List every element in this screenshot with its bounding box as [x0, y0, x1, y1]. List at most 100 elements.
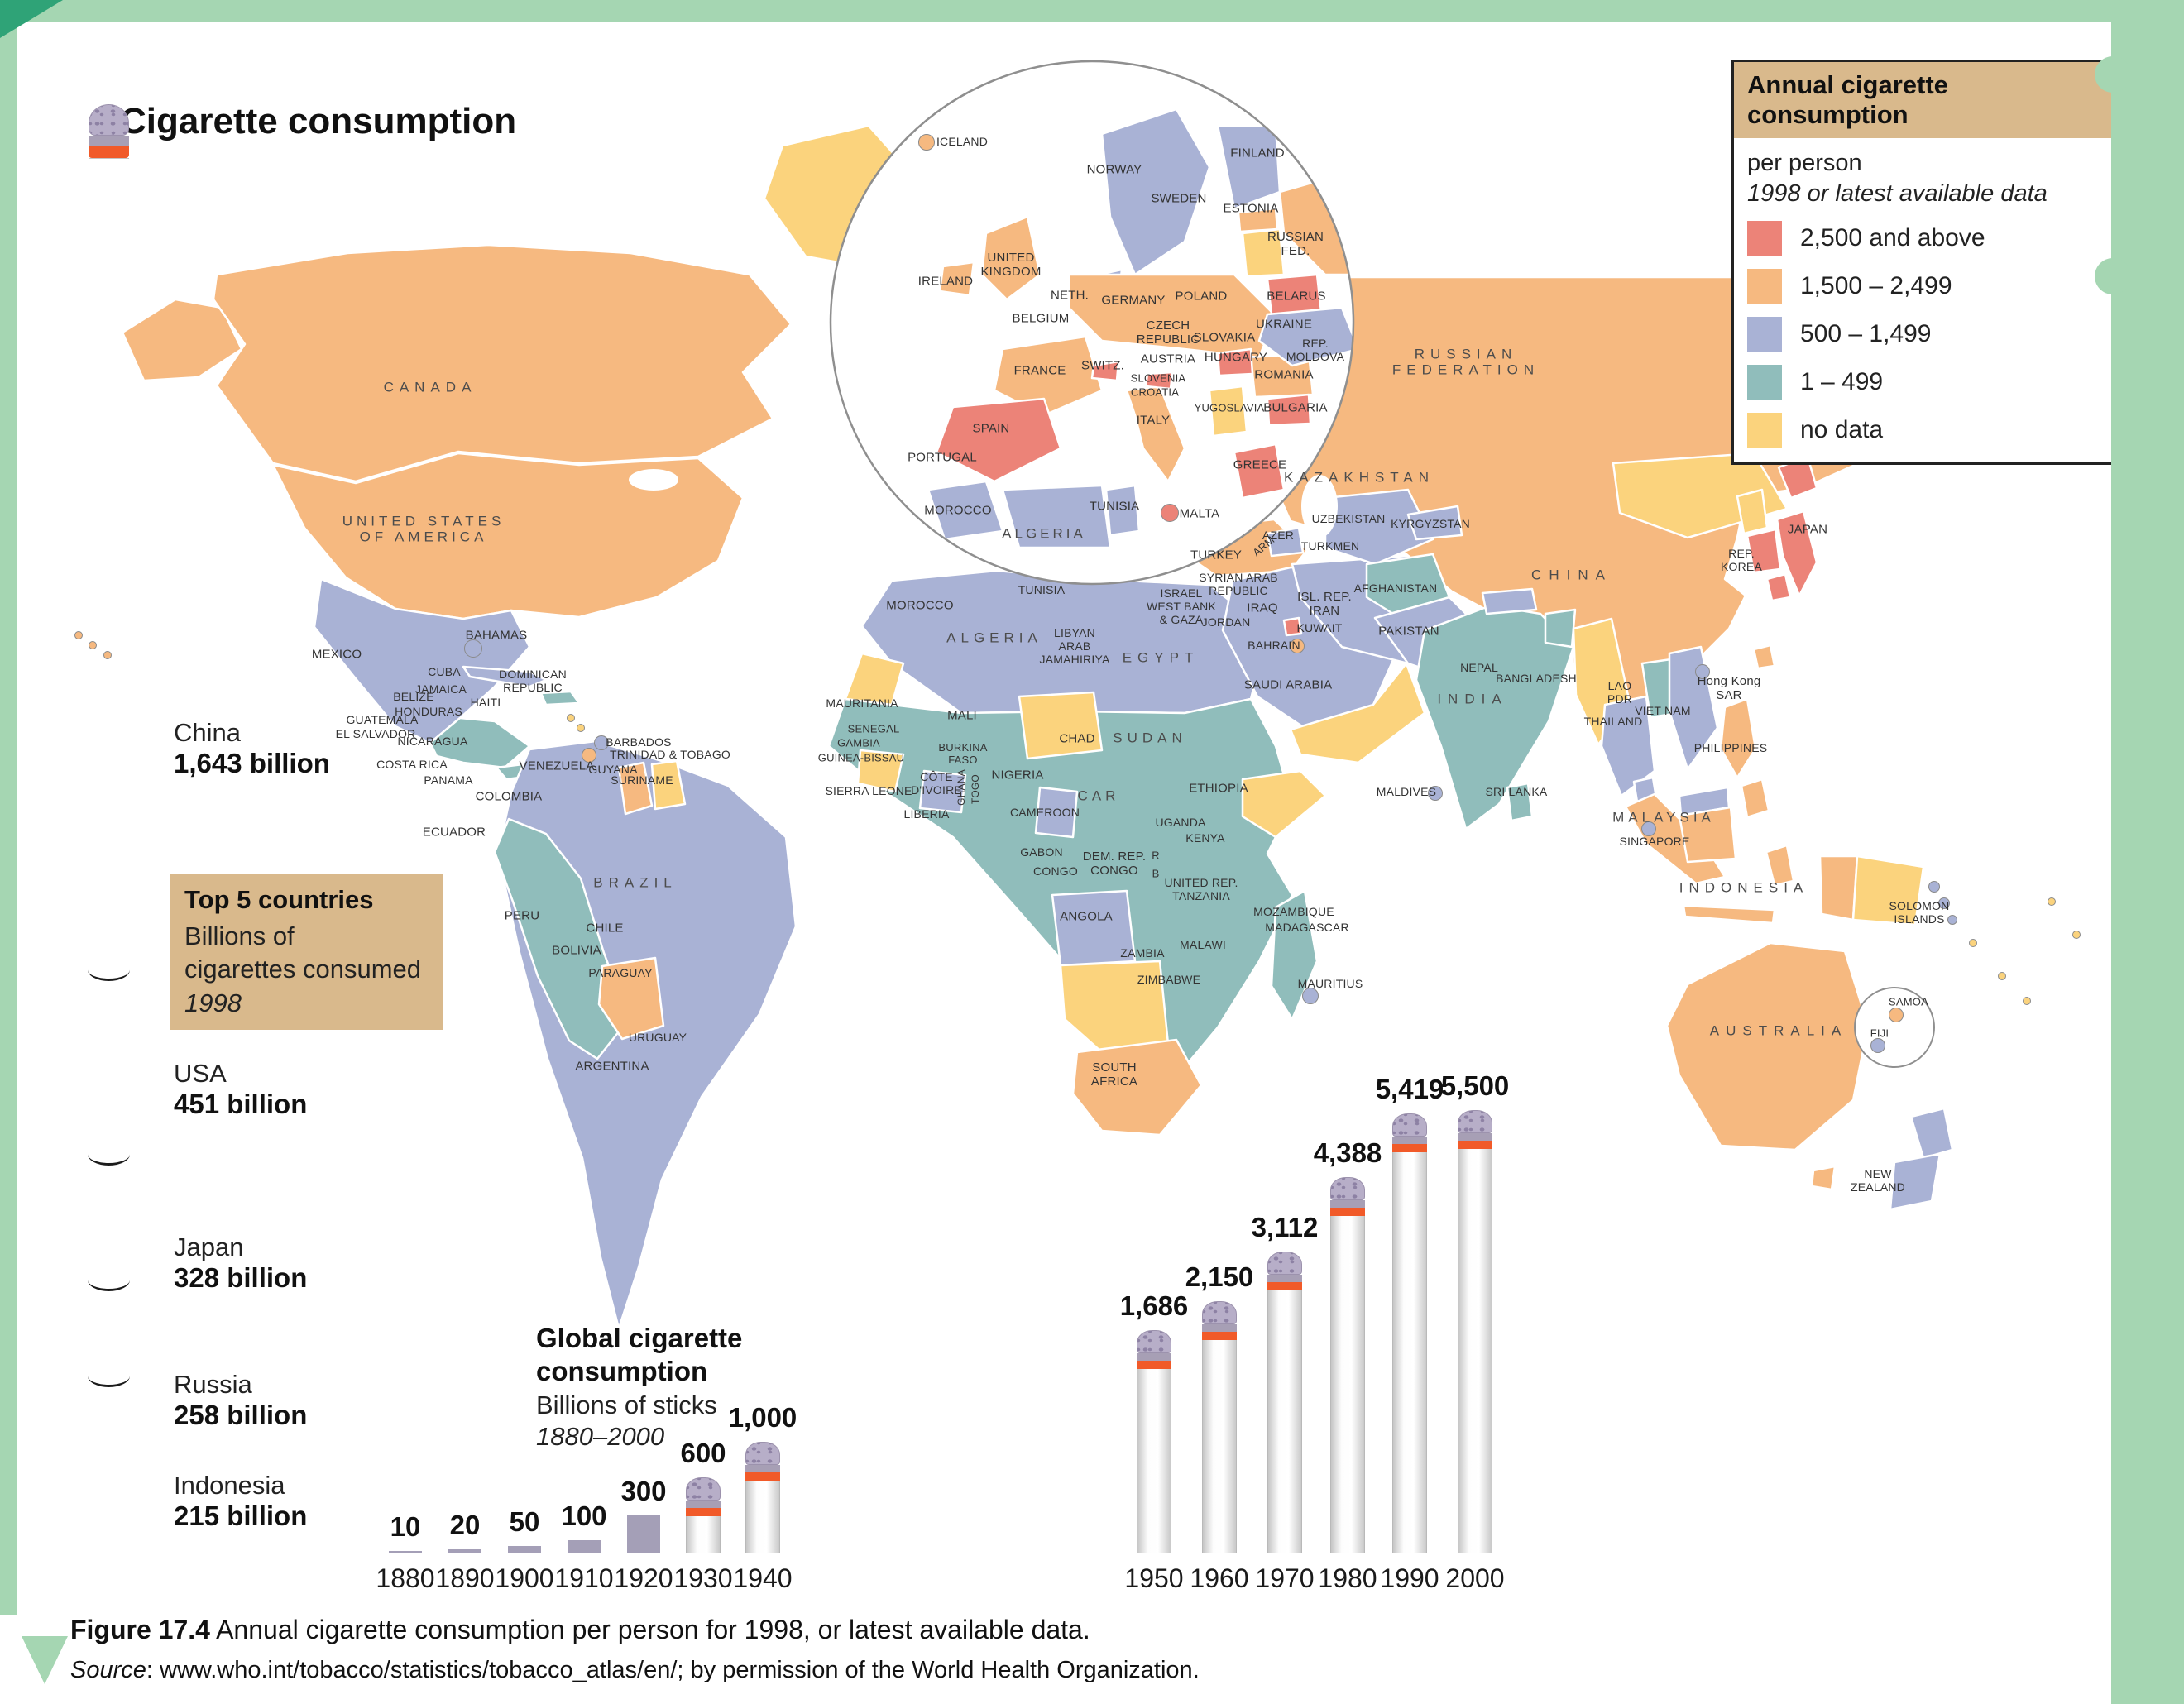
bar-year-label: 1960	[1190, 1563, 1249, 1593]
map-label: MALAYSIA	[1612, 809, 1715, 826]
bar-gray	[1392, 1137, 1427, 1144]
map-label: PERU	[504, 908, 540, 923]
map-label: COSTA RICA	[376, 758, 448, 772]
top5-box-title: Top 5 countries	[184, 885, 374, 914]
map-label: THAILAND	[1583, 715, 1643, 729]
map-label: FRANCE	[1013, 363, 1066, 378]
map-label: YUGOSLAVIA	[1194, 401, 1265, 414]
map-label: NORWAY	[1086, 162, 1142, 177]
region-cameroon	[1034, 786, 1079, 839]
map-label: GABON	[1020, 845, 1063, 859]
bar-ember	[1137, 1361, 1171, 1369]
top5-box-year: 1998	[184, 988, 242, 1017]
map-dot	[2048, 897, 2056, 906]
region-hispaniola	[539, 690, 581, 706]
map-label: IRELAND	[917, 274, 974, 289]
map-label: ALGERIA	[1002, 525, 1086, 542]
region-usa	[271, 452, 745, 620]
frame-corner-wedge	[0, 0, 63, 38]
region-sri-lanka	[1506, 782, 1534, 822]
cigarette-ember	[89, 146, 129, 158]
cigarette-body	[88, 158, 130, 1387]
inset-tunisia	[1104, 484, 1141, 537]
map-dot	[1947, 915, 1957, 925]
bar-year-label: 1970	[1255, 1563, 1315, 1593]
map-label: NETH.	[1051, 288, 1089, 303]
map-label: Hong Kong SAR	[1697, 673, 1761, 702]
bar-value-label: 50	[509, 1506, 540, 1537]
map-label: UKRAINE	[1255, 317, 1313, 332]
bar-year-label: 1910	[554, 1563, 614, 1593]
bar-year-label: 1990	[1380, 1563, 1439, 1593]
map-label: CHAD	[1059, 731, 1095, 746]
region-paraguay	[597, 956, 665, 1041]
bar-body	[1137, 1369, 1171, 1553]
bar-year-label: 1900	[495, 1563, 554, 1593]
map-label: SOUTH AFRICA	[1090, 1060, 1138, 1089]
legend-label: 1 – 499	[1800, 368, 1884, 395]
map-dot	[464, 639, 482, 658]
map-label: MALDIVES	[1376, 785, 1437, 799]
region-suriname	[650, 759, 687, 811]
cigarette-ash-band	[89, 136, 129, 146]
bar-value-label: 20	[449, 1510, 481, 1540]
bar-body	[1458, 1149, 1492, 1553]
legend-label: 1,500 – 2,499	[1800, 272, 1952, 299]
map-label: ETHIOPIA	[1189, 781, 1248, 796]
region-japan-honshu	[1775, 510, 1818, 597]
map-label: UZBEKISTAN	[1311, 512, 1386, 526]
map-dot	[2072, 931, 2081, 939]
cigarette-segment-arc	[88, 1143, 130, 1166]
legend-swatch	[1747, 365, 1782, 400]
bar-ember	[1392, 1144, 1427, 1152]
bar-year-label: 1930	[673, 1563, 733, 1593]
map-dot	[1889, 1008, 1904, 1022]
bar-body	[1267, 1290, 1302, 1553]
map-dot	[1969, 939, 1977, 947]
map-label: ICELAND	[936, 135, 989, 149]
bar-ember	[686, 1508, 721, 1516]
region-guyana	[617, 761, 654, 816]
map-label: NEW ZEALAND	[1851, 1167, 1905, 1194]
map-label: SIERRA LEONE	[825, 784, 912, 798]
map-label: TURKEY	[1190, 548, 1243, 562]
map-label: ZIMBABWE	[1137, 973, 1201, 987]
map-dot	[103, 651, 112, 659]
bar-value-label: 5,419	[1375, 1074, 1444, 1104]
map-label: PAKISTAN	[1378, 624, 1439, 639]
map-label: BELGIUM	[1012, 311, 1070, 326]
figure-caption-text: Annual cigarette consumption per person …	[209, 1615, 1090, 1644]
chart-bar	[1458, 1110, 1492, 1553]
map-label: UGANDA	[1155, 816, 1206, 830]
map-label: UNITED STATES OF AMERICA	[342, 513, 505, 545]
map-label: FIJI	[1870, 1027, 1889, 1040]
region-niger	[1018, 691, 1104, 760]
bar-body	[1330, 1216, 1365, 1553]
map-label: CONGO	[1033, 864, 1078, 878]
europe-inset-ring	[829, 60, 1355, 586]
map-label: GUINEA-BISSAU	[817, 751, 905, 764]
map-label: ISRAEL WEST BANK & GAZA	[1146, 586, 1217, 626]
region-kyrgyzstan	[1406, 505, 1463, 541]
bar-cap	[686, 1477, 721, 1501]
map-label: PARAGUAY	[588, 966, 653, 980]
map-label: PHILIPPINES	[1693, 741, 1768, 755]
cigarette-ash-icon	[89, 104, 129, 136]
bar-body	[745, 1481, 780, 1553]
frame-bump-icon	[2095, 56, 2131, 93]
bar-value-label: 5,500	[1440, 1070, 1510, 1101]
map-label: CROATIA	[1130, 385, 1180, 399]
map-dot	[74, 631, 83, 639]
bar-body	[1202, 1340, 1237, 1553]
map-label: URUGUAY	[628, 1031, 687, 1045]
map-label: JAPAN	[1787, 522, 1828, 537]
map-label: HONDURAS	[395, 705, 462, 719]
map-label: LIBYAN ARAB JAMAHIRIYA	[1039, 626, 1110, 666]
frame-right	[2111, 0, 2184, 1704]
cigarette-segment-arc	[88, 1365, 130, 1387]
map-label: KUWAIT	[1296, 621, 1343, 635]
map-label: SURINAME	[611, 773, 673, 787]
region-philippines	[1719, 697, 1757, 779]
map-label: TURKMEN	[1300, 539, 1360, 553]
